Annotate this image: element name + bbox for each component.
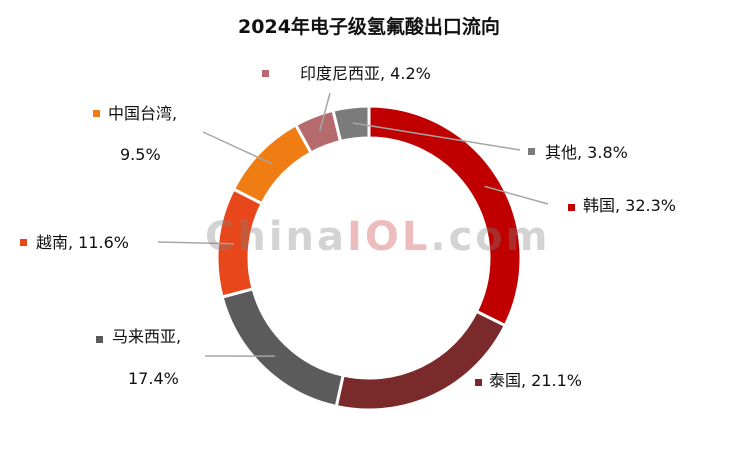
label-marker-3 [20, 239, 27, 246]
label-marker-5 [262, 70, 269, 77]
donut-slice-4 [231, 122, 314, 206]
label-marker-0 [568, 204, 575, 211]
donut-slice-1 [334, 309, 508, 412]
data-label-3: 越南, 11.6% [36, 233, 129, 252]
leader-line-0 [484, 185, 549, 205]
data-label-6: 其他, 3.8% [545, 143, 628, 162]
label-marker-6 [528, 148, 535, 155]
data-label-4-line2: 9.5% [120, 145, 161, 164]
donut-slice-2 [220, 286, 345, 409]
donut-slice-6 [331, 104, 371, 144]
data-label-4: 中国台湾, [108, 104, 177, 123]
label-marker-4 [93, 110, 100, 117]
chart-title: 2024年电子级氢氟酸出口流向 [238, 16, 500, 38]
data-label-0: 韩国, 32.3% [583, 196, 676, 215]
label-marker-2 [96, 336, 103, 343]
data-label-2-line2: 17.4% [128, 369, 179, 388]
donut-slice-0 [367, 104, 523, 328]
data-label-1: 泰国, 21.1% [489, 371, 582, 390]
data-label-5: 印度尼西亚, 4.2% [300, 64, 431, 83]
leader-line-6 [352, 122, 521, 151]
leader-line-5 [318, 92, 331, 132]
leader-line-3 [157, 241, 234, 245]
leader-line-4 [202, 131, 272, 165]
label-marker-1 [475, 379, 482, 386]
data-label-2: 马来西亚, [112, 327, 181, 346]
